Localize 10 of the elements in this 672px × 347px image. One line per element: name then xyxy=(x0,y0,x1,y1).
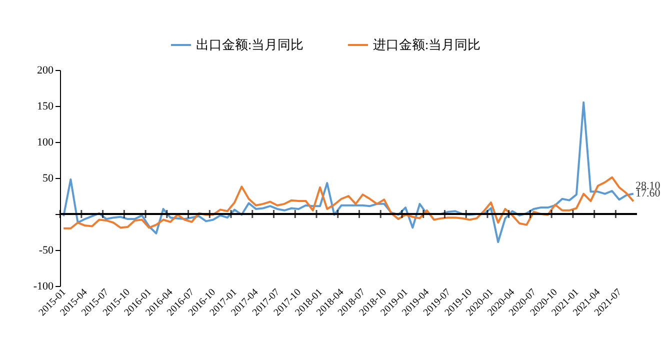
line-series xyxy=(62,101,634,244)
y-tick-label: 50 xyxy=(42,172,54,184)
line-series xyxy=(62,176,634,230)
y-tick-label: 100 xyxy=(37,136,54,148)
legend-label: 出口金额:当月同比 xyxy=(196,37,304,52)
legend-label: 进口金额:当月同比 xyxy=(373,37,481,52)
y-tick-label: -100 xyxy=(33,280,54,292)
y-tick-label: 200 xyxy=(37,64,54,76)
y-tick-label: 150 xyxy=(37,100,54,112)
y-tick-label: -50 xyxy=(38,244,54,256)
